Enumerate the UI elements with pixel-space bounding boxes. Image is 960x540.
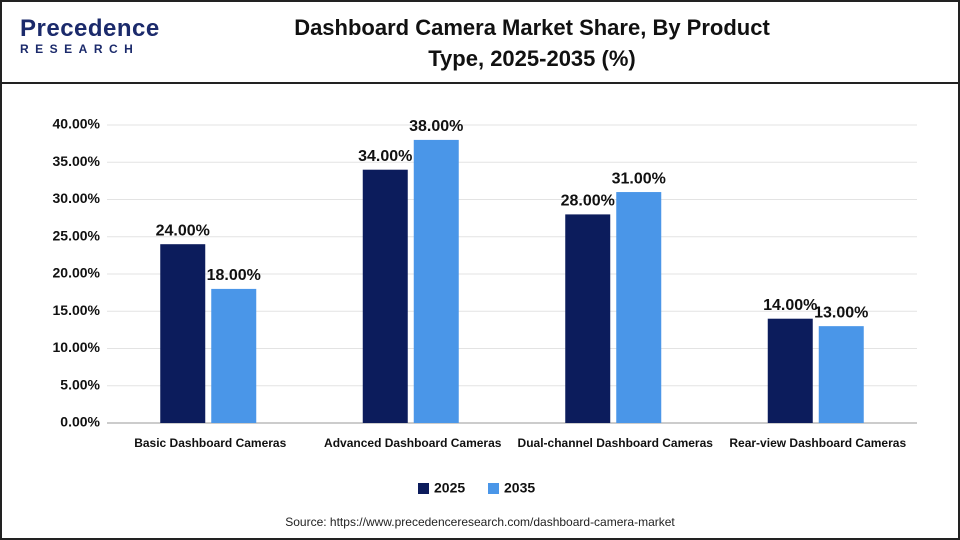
y-tick-label: 15.00% <box>53 302 101 318</box>
x-tick-label: Basic Dashboard Cameras <box>134 436 287 450</box>
bar <box>767 318 813 423</box>
bar <box>362 169 408 423</box>
legend-swatch <box>418 483 429 494</box>
data-label: 18.00% <box>207 267 261 284</box>
data-label: 24.00% <box>156 222 210 239</box>
bar <box>160 244 206 423</box>
data-label: 38.00% <box>409 118 463 135</box>
data-label: 28.00% <box>561 193 615 210</box>
y-tick-label: 25.00% <box>53 227 101 243</box>
y-tick-label: 30.00% <box>53 190 101 206</box>
bar <box>616 192 662 423</box>
data-label: 34.00% <box>358 148 412 165</box>
data-label: 31.00% <box>612 170 666 187</box>
bar <box>413 139 459 423</box>
source: Source: https://www.precedenceresearch.c… <box>285 515 675 529</box>
legend-label: 2025 <box>434 480 465 496</box>
y-tick-label: 10.00% <box>53 339 101 355</box>
bar <box>565 214 611 423</box>
chart-title: Dashboard Camera Market Share, By Produc… <box>294 15 770 71</box>
y-tick-label: 40.00% <box>53 116 101 132</box>
y-tick-label: 0.00% <box>60 414 100 430</box>
y-tick-label: 35.00% <box>53 153 101 169</box>
data-label: 13.00% <box>814 304 868 321</box>
bar <box>211 288 257 423</box>
legend-label: 2035 <box>504 480 535 496</box>
x-tick-label: Advanced Dashboard Cameras <box>324 436 502 450</box>
data-label: 14.00% <box>763 297 817 314</box>
logo: Precedence RESEARCH <box>20 15 160 57</box>
x-tick-label: Rear-view Dashboard Cameras <box>729 436 907 450</box>
legend-swatch <box>488 483 499 494</box>
y-tick-label: 20.00% <box>53 265 101 281</box>
logo-sub: RESEARCH <box>20 42 140 56</box>
logo-name: Precedence <box>20 15 160 42</box>
header: Precedence RESEARCH Dashboard Camera Mar… <box>2 2 958 84</box>
bar <box>818 326 864 423</box>
x-tick-label: Dual-channel Dashboard Cameras <box>517 436 713 450</box>
y-tick-label: 5.00% <box>60 376 100 392</box>
